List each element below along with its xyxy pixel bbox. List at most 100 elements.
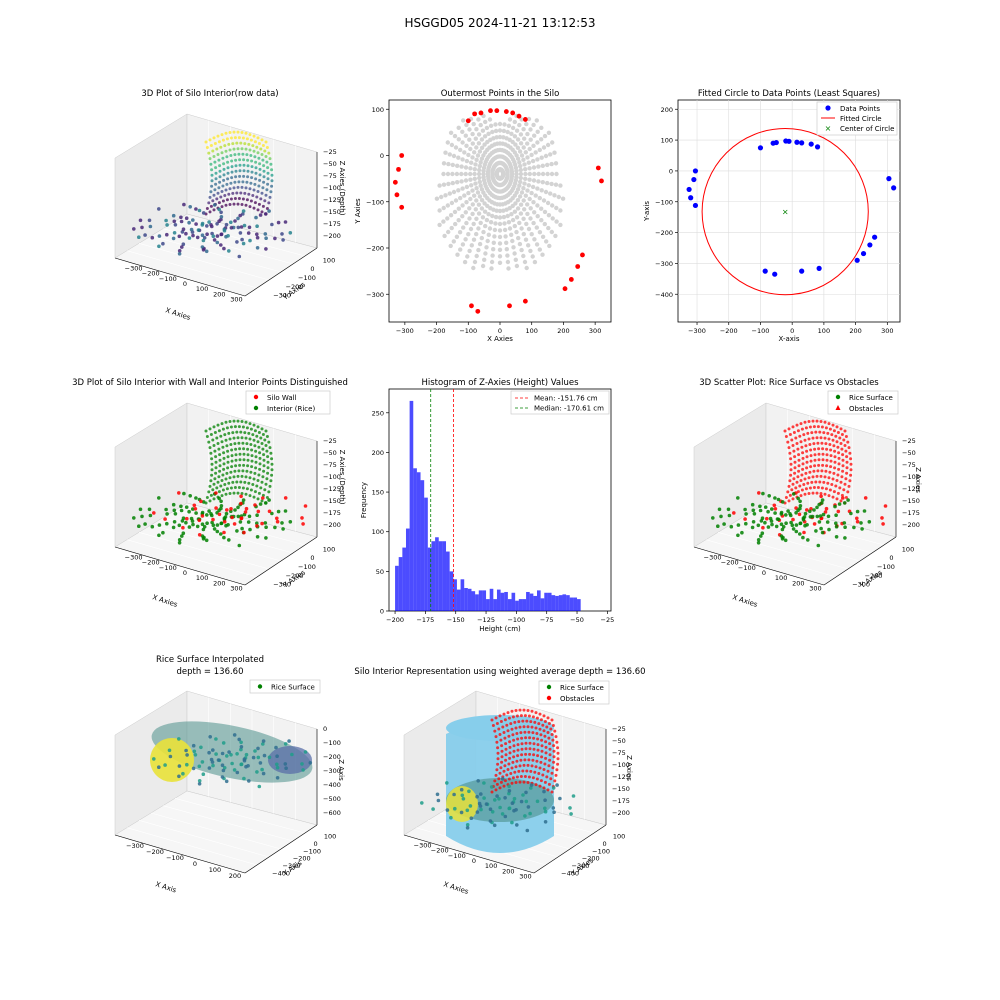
- data-point: [446, 229, 451, 235]
- cloud-point: [808, 509, 812, 514]
- cloud-point: [201, 537, 206, 541]
- data-point: [451, 153, 457, 159]
- cloud-point: [240, 147, 244, 151]
- cloud-point: [535, 759, 539, 763]
- cloud-point: [226, 234, 230, 238]
- cloud-point: [224, 420, 228, 424]
- cloud-point: [805, 523, 809, 527]
- cloud-point: [763, 505, 768, 510]
- data-point: [445, 140, 450, 145]
- data-point: [560, 196, 566, 201]
- cloud-point: [495, 794, 499, 798]
- cloud-point: [207, 440, 211, 444]
- cloud-point: [524, 752, 528, 756]
- cloud-point: [242, 174, 246, 178]
- cloud-point: [517, 769, 521, 773]
- data-point: [471, 121, 476, 127]
- cloud-point: [241, 425, 245, 429]
- data-point: [692, 202, 699, 209]
- cloud-point: [268, 195, 272, 199]
- cloud-point: [197, 533, 202, 537]
- cloud-point: [516, 754, 520, 758]
- cloud-point: [220, 422, 224, 426]
- data-point: [446, 181, 451, 187]
- cloud-point: [221, 427, 225, 431]
- cloud-point: [784, 496, 788, 499]
- legend-entry: Median: -170.61 cm: [534, 405, 604, 413]
- panel-title: 3D Plot of Silo Interior with Wall and I…: [72, 378, 348, 388]
- cloud-point: [827, 476, 831, 480]
- cloud-point: [258, 502, 263, 506]
- cloud-point: [736, 533, 740, 538]
- cloud-point: [214, 466, 218, 470]
- data-point: [478, 122, 483, 128]
- cloud-point: [744, 521, 748, 526]
- cloud-point: [274, 745, 278, 750]
- axis-line: [403, 834, 535, 874]
- histogram-bar: [446, 551, 450, 611]
- cloud-point: [217, 447, 221, 451]
- data-point: [505, 129, 510, 135]
- cloud-point: [210, 179, 214, 183]
- cloud-point: [267, 151, 271, 155]
- tick-label: −75: [323, 172, 337, 180]
- cloud-point: [266, 177, 270, 181]
- data-point: [546, 213, 552, 218]
- legend-entry: Interior (Rice): [267, 405, 315, 413]
- cloud-point: [205, 146, 209, 149]
- cloud-point: [507, 734, 511, 738]
- cloud-point: [830, 483, 834, 486]
- cloud-point: [241, 498, 246, 502]
- cloud-point: [834, 434, 838, 438]
- center-marker-glyph: ×: [782, 208, 789, 217]
- cloud-point: [840, 447, 844, 451]
- cloud-point: [216, 191, 220, 195]
- cloud-point: [255, 513, 259, 517]
- cloud-point: [157, 533, 161, 538]
- cloud-point: [249, 199, 253, 203]
- tick-label: 100: [209, 866, 221, 874]
- cloud-point: [827, 437, 831, 441]
- cloud-point: [194, 222, 198, 226]
- data-point: [491, 240, 496, 245]
- cloud-point: [177, 541, 182, 545]
- data-point: [477, 175, 482, 181]
- cloud-point: [524, 741, 528, 745]
- cloud-point: [180, 534, 184, 538]
- cloud-point: [223, 144, 227, 148]
- cloud-point: [257, 184, 261, 188]
- data-point: [511, 245, 516, 250]
- tick-label: 100: [372, 106, 384, 114]
- cloud-point: [270, 222, 274, 227]
- cloud-point: [836, 509, 841, 514]
- cloud-point: [244, 506, 249, 511]
- panel-silo-representation: Silo Interior Representation using weigh…: [354, 667, 645, 896]
- cloud-point: [525, 719, 529, 723]
- histogram-bar: [435, 537, 439, 611]
- data-point: [519, 247, 524, 253]
- cloud-point: [510, 820, 514, 825]
- data-point: [554, 205, 559, 211]
- cloud-point: [179, 215, 183, 220]
- cloud-point: [532, 753, 536, 757]
- cloud-point: [184, 748, 188, 753]
- data-point: [470, 211, 475, 217]
- cloud-point: [236, 491, 240, 495]
- cloud-point: [167, 748, 172, 753]
- cloud-point: [192, 503, 197, 508]
- data-point: [799, 268, 805, 274]
- axis-line: [114, 546, 246, 586]
- cloud-point: [546, 788, 550, 792]
- cloud-point: [215, 147, 219, 151]
- data-point: [515, 145, 521, 150]
- data-point: [468, 171, 473, 177]
- cloud-point: [209, 757, 214, 762]
- cloud-point: [265, 160, 269, 164]
- cloud-point: [838, 486, 842, 490]
- data-point: [521, 253, 526, 259]
- cloud-point: [796, 447, 800, 451]
- data-point: [537, 195, 542, 201]
- data-point: [460, 129, 465, 134]
- data-point: [477, 194, 483, 199]
- tick-label: −100: [459, 327, 477, 335]
